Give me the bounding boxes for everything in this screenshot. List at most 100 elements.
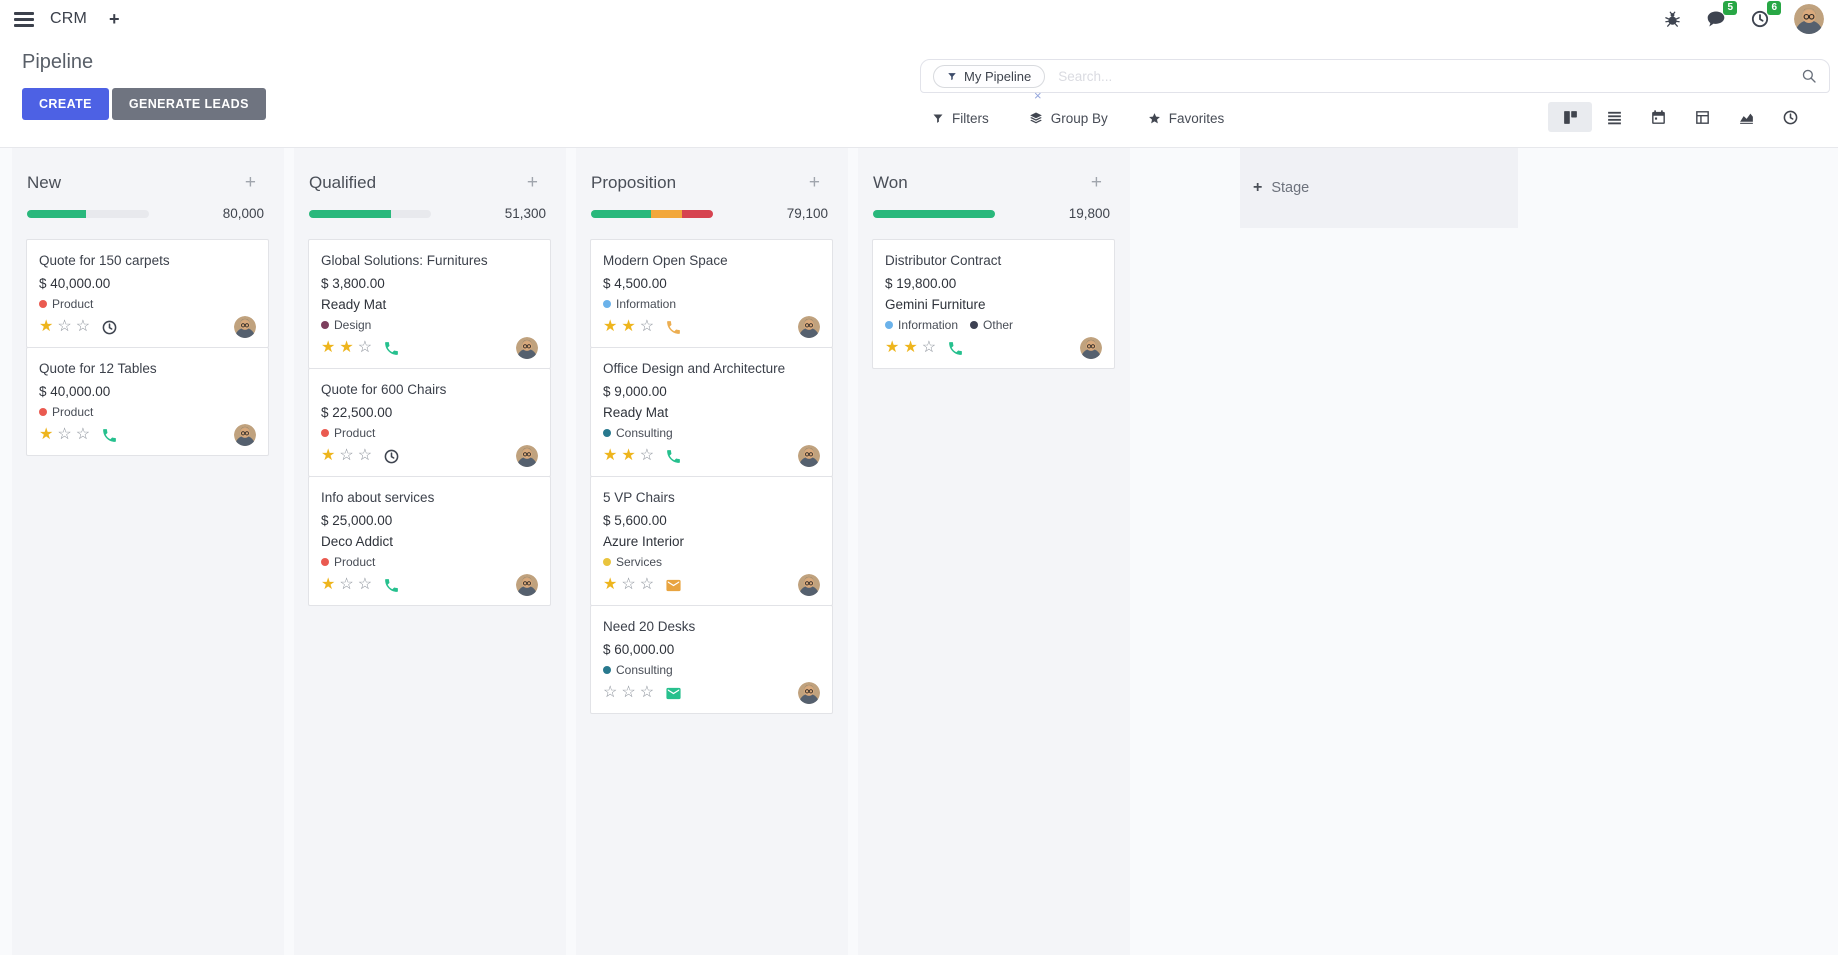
kanban-card[interactable]: Quote for 150 carpets $ 40,000.00 Produc… [26, 239, 269, 348]
priority-stars[interactable]: ★ ★ ☆ [321, 339, 373, 356]
view-kanban-icon[interactable] [1548, 102, 1592, 132]
page-title: Pipeline [22, 51, 94, 73]
plus-icon: + [1253, 179, 1263, 196]
priority-stars[interactable]: ★ ★ ☆ [603, 447, 655, 464]
kanban-card[interactable]: Need 20 Desks $ 60,000.00 Consulting ☆ ☆ ☆ [590, 605, 833, 714]
kanban-card[interactable]: 5 VP Chairs $ 5,600.00 Azure Interior Se… [590, 476, 833, 606]
card-amount: $ 25,000.00 [321, 513, 393, 528]
envelope-icon[interactable] [665, 577, 682, 594]
card-partner: Ready Mat [321, 297, 387, 312]
card-tag: Product [39, 297, 93, 311]
avatar [234, 316, 256, 338]
priority-stars[interactable]: ★ ☆ ☆ [603, 576, 655, 593]
kanban-card[interactable]: Modern Open Space $ 4,500.00 Information… [590, 239, 833, 348]
generate-leads-button[interactable]: GENERATE LEADS [111, 88, 266, 120]
tag-dot [603, 429, 611, 437]
phone-icon[interactable] [947, 340, 964, 357]
card-title: Modern Open Space [603, 253, 728, 268]
clock-icon[interactable] [101, 319, 118, 336]
avatar [516, 337, 538, 359]
view-switcher [1548, 102, 1812, 132]
kanban-card[interactable]: Office Design and Architecture $ 9,000.0… [590, 347, 833, 477]
phone-icon[interactable] [665, 319, 682, 336]
group-by-button[interactable]: Group By [1029, 111, 1108, 126]
column-add-icon[interactable]: + [526, 172, 538, 193]
avatar [798, 316, 820, 338]
kanban-card[interactable]: Quote for 12 Tables $ 40,000.00 Product … [26, 347, 269, 456]
priority-stars[interactable]: ★ ★ ☆ [603, 318, 655, 335]
card-tag: Services [603, 555, 662, 569]
view-activity-icon[interactable] [1768, 102, 1812, 132]
topbar-plus-icon[interactable]: + [109, 8, 120, 29]
apps-menu-icon[interactable] [14, 11, 34, 27]
user-avatar[interactable] [1794, 4, 1824, 34]
add-stage-button[interactable]: + Stage [1240, 148, 1518, 228]
search-facet[interactable]: My Pipeline [933, 64, 1046, 88]
favorites-button[interactable]: Favorites [1148, 111, 1224, 126]
filters-icon [932, 112, 944, 125]
kanban-card[interactable]: Quote for 600 Chairs $ 22,500.00 Product… [308, 368, 551, 477]
card-tag: Other [970, 318, 1013, 332]
tag-dot [39, 300, 47, 308]
tag-dot [321, 429, 329, 437]
column-add-icon[interactable]: + [808, 172, 820, 193]
card-tag: Design [321, 318, 371, 332]
search-input[interactable] [1045, 68, 1801, 84]
view-list-icon[interactable] [1592, 102, 1636, 132]
column-progressbar[interactable] [591, 209, 713, 218]
card-title: 5 VP Chairs [603, 490, 675, 505]
filter-funnel-icon [947, 71, 957, 82]
app-title[interactable]: CRM [50, 10, 88, 27]
card-title: Info about services [321, 490, 435, 505]
card-amount: $ 40,000.00 [39, 276, 111, 291]
search-icon[interactable] [1801, 68, 1817, 84]
card-tag: Product [39, 405, 93, 419]
kanban-card[interactable]: Info about services $ 25,000.00 Deco Add… [308, 476, 551, 606]
priority-stars[interactable]: ★ ☆ ☆ [321, 447, 373, 464]
avatar [798, 574, 820, 596]
phone-icon[interactable] [665, 448, 682, 465]
activities-icon[interactable]: 6 [1750, 1, 1781, 29]
envelope-icon[interactable] [665, 685, 682, 702]
search-bar[interactable]: My Pipeline × [920, 59, 1830, 102]
card-title: Quote for 150 carpets [39, 253, 170, 268]
phone-icon[interactable] [383, 577, 400, 594]
facet-remove-icon[interactable]: × [1034, 88, 1042, 103]
kanban-column-proposition: Proposition + 79,100 Modern Open Space $… [576, 148, 848, 955]
debug-bug-icon[interactable] [1663, 10, 1682, 29]
tag-dot [885, 321, 893, 329]
view-graph-icon[interactable] [1724, 102, 1768, 132]
clock-icon[interactable] [383, 448, 400, 465]
phone-icon[interactable] [383, 340, 400, 357]
kanban-board: New + 80,000 Quote for 150 carpets $ 40,… [0, 148, 1838, 955]
create-button[interactable]: CREATE [22, 88, 109, 120]
kanban-card[interactable]: Distributor Contract $ 19,800.00 Gemini … [872, 239, 1115, 369]
priority-stars[interactable]: ☆ ☆ ☆ [603, 684, 655, 701]
column-add-icon[interactable]: + [244, 172, 256, 193]
card-partner: Ready Mat [603, 405, 669, 420]
card-amount: $ 19,800.00 [885, 276, 957, 291]
priority-stars[interactable]: ★ ☆ ☆ [39, 318, 91, 335]
column-progressbar[interactable] [27, 209, 149, 218]
favorites-star-icon [1148, 112, 1161, 125]
phone-icon[interactable] [101, 427, 118, 444]
tag-dot [321, 321, 329, 329]
priority-stars[interactable]: ★ ★ ☆ [885, 339, 937, 356]
priority-stars[interactable]: ★ ☆ ☆ [321, 576, 373, 593]
messages-icon[interactable]: 5 [1706, 1, 1737, 29]
view-pivot-icon[interactable] [1680, 102, 1724, 132]
card-amount: $ 4,500.00 [603, 276, 667, 291]
card-tag: Product [321, 426, 375, 440]
control-panel: Pipeline CREATE GENERATE LEADS My Pipeli… [0, 38, 1838, 148]
filters-button[interactable]: Filters [932, 111, 989, 126]
column-title: Qualified [309, 173, 377, 192]
card-partner: Gemini Furniture [885, 297, 986, 312]
column-progressbar[interactable] [873, 209, 995, 218]
column-add-icon[interactable]: + [1090, 172, 1102, 193]
card-amount: $ 40,000.00 [39, 384, 111, 399]
view-calendar-icon[interactable] [1636, 102, 1680, 132]
priority-stars[interactable]: ★ ☆ ☆ [39, 426, 91, 443]
kanban-card[interactable]: Global Solutions: Furnitures $ 3,800.00 … [308, 239, 551, 369]
messages-badge: 5 [1723, 1, 1737, 15]
column-progressbar[interactable] [309, 209, 431, 218]
